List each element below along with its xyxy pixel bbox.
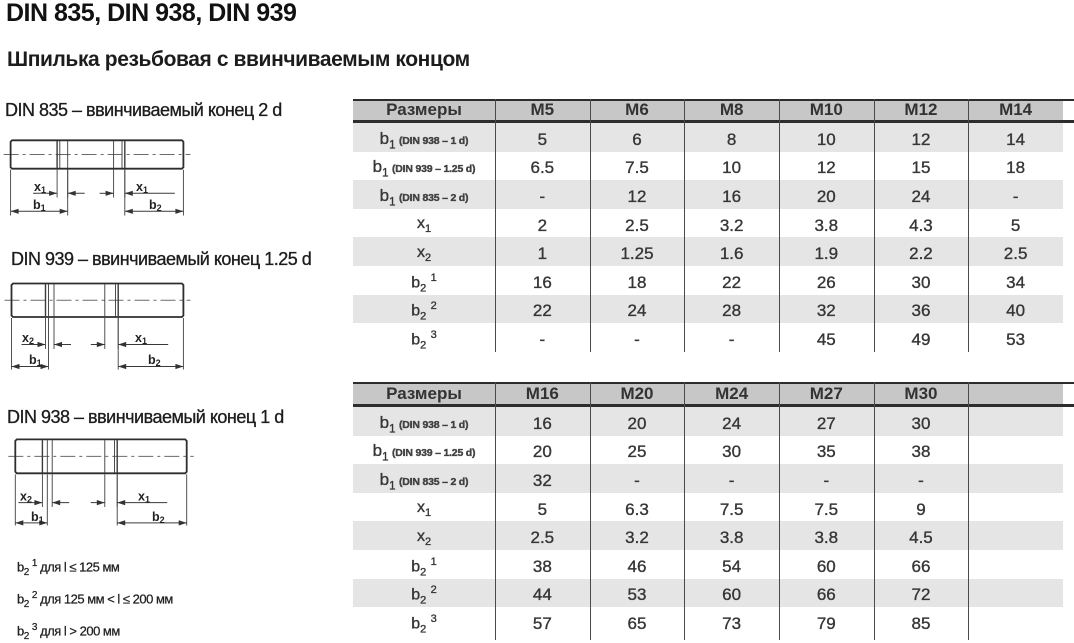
svg-text:b2: b2: [148, 353, 161, 368]
svg-text:b2: b2: [152, 510, 165, 525]
svg-text:b2: b2: [149, 198, 162, 213]
svg-text:x1: x1: [136, 180, 148, 195]
svg-text:x1: x1: [34, 180, 46, 195]
svg-text:b1: b1: [33, 198, 46, 213]
svg-text:b1: b1: [31, 510, 44, 525]
svg-text:x1: x1: [135, 331, 147, 346]
svg-text:b1: b1: [29, 353, 42, 368]
svg-text:x1: x1: [138, 489, 150, 504]
svg-text:x2: x2: [22, 331, 34, 346]
svg-text:x2: x2: [20, 489, 32, 504]
